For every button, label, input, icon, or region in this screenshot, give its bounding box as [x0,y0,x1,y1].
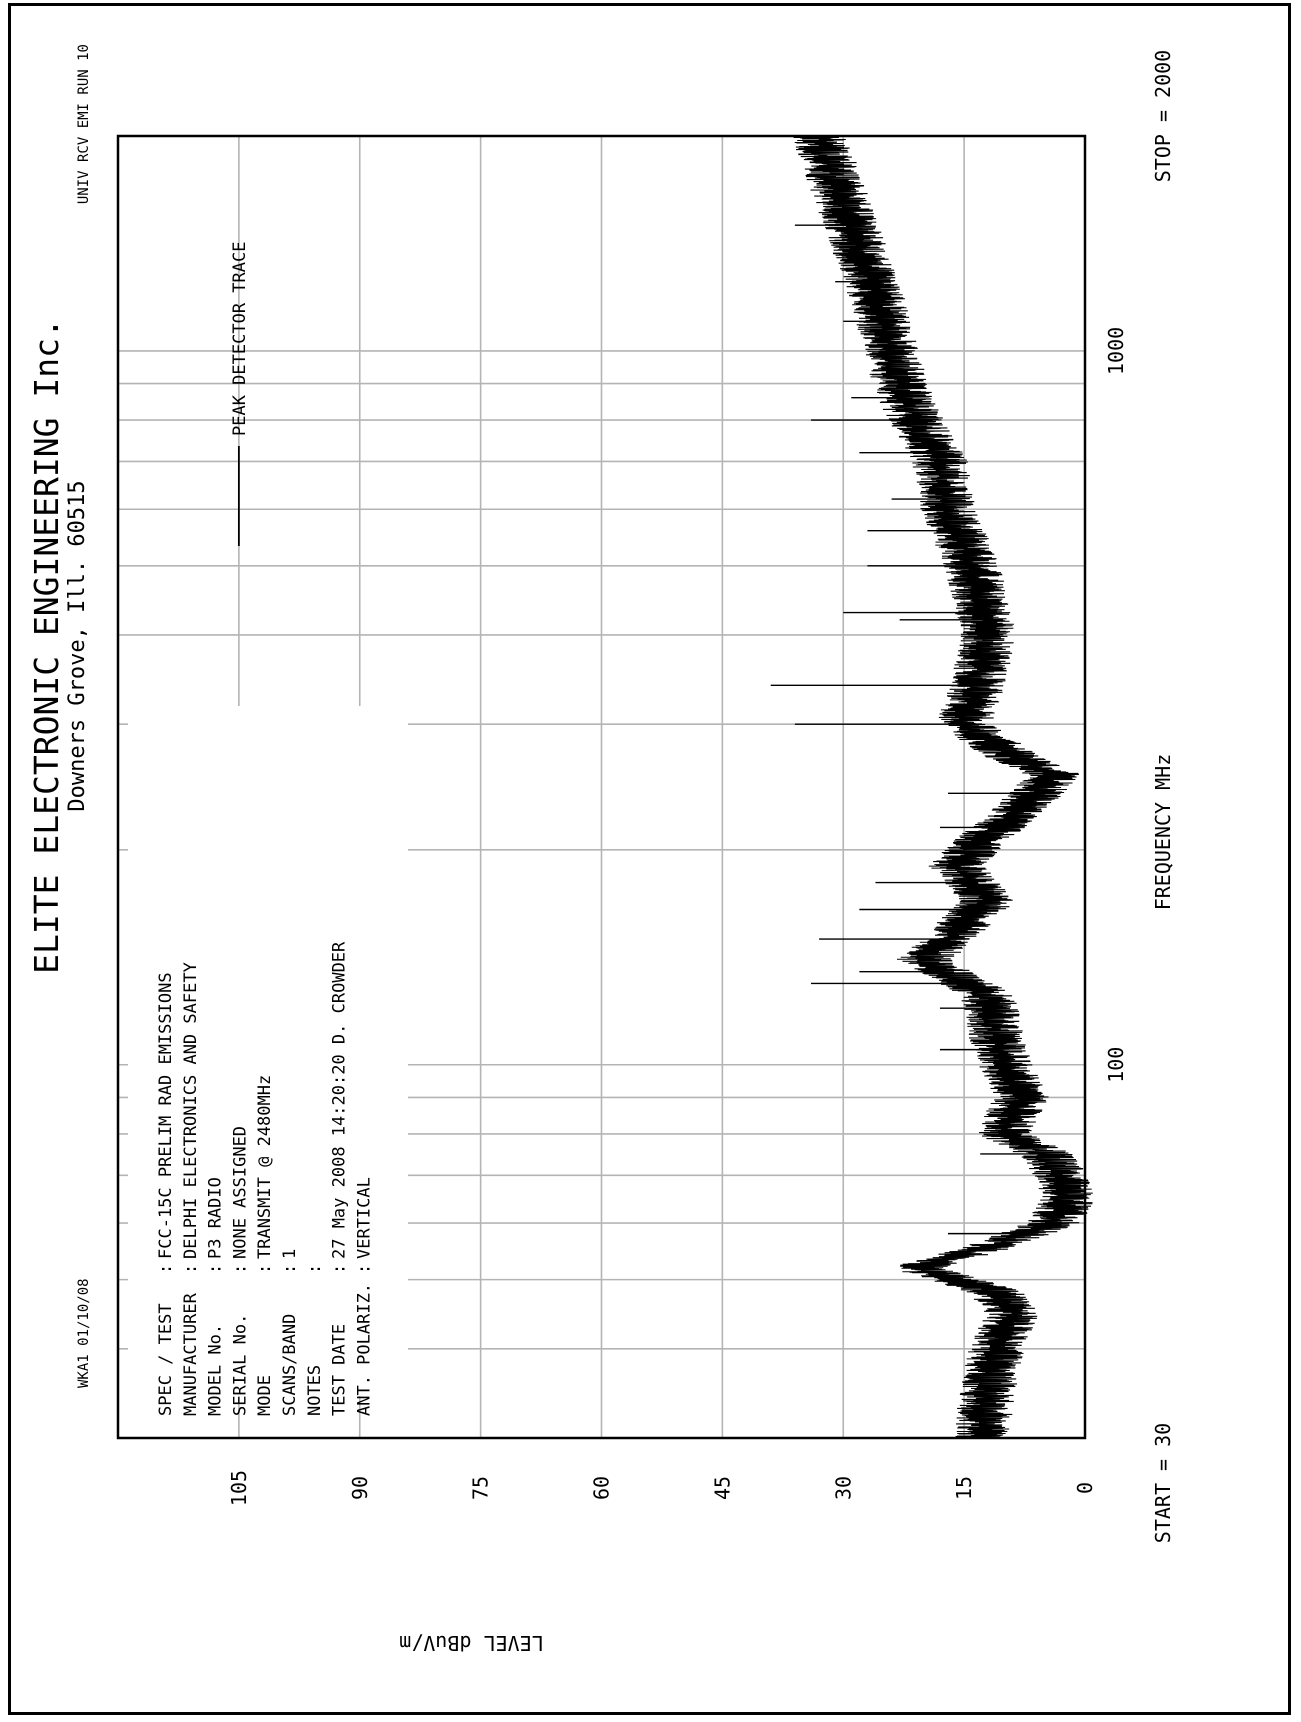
test-info-colon: : [206,1264,226,1274]
test-info-colon: : [354,1264,374,1274]
test-info-colon: : [305,1264,325,1274]
trace-spikes [770,224,1045,1235]
x-tick-labels: 100 1000 [1104,327,1128,1083]
run-id-date: WKA1 01/10/08 [76,1278,92,1388]
x-axis-label: FREQUENCY MHz [1151,754,1175,911]
page-subtitle: Downers Grove, Ill. 60515 [65,480,90,811]
grid [118,136,1085,1438]
page-title: ELITE ELECTRONIC ENGINEERING Inc. [27,318,66,974]
plot-frame [116,134,1087,1440]
peak-trace-path [793,135,1093,1439]
test-info-value: 1 [280,1249,300,1259]
test-info-key: SERIAL No. [230,1314,250,1416]
x-tick-label: 1000 [1104,327,1128,375]
test-info-value: 27 May 2008 14:20:20 D. CROWDER [330,941,350,1259]
test-info-key: MANUFACTURER [181,1292,201,1416]
test-info-colon: : [280,1264,300,1274]
test-info-colon: : [230,1264,250,1274]
test-info-block: SPEC / TEST: FCC-15C PRELIM RAD EMISSIONS… [156,941,374,1416]
test-info-value: FCC-15C PRELIM RAD EMISSIONS [156,972,176,1259]
y-tick-labels: 0 15 30 45 60 75 90 105 [227,1470,1097,1506]
test-info-value: VERTICAL [354,1177,374,1259]
test-info-colon: : [181,1264,201,1274]
test-info-value: P3 RADIO [206,1177,226,1259]
y-tick-label: 45 [710,1476,734,1500]
test-info-value: TRANSMIT @ 2480MHz [255,1075,275,1259]
peak-trace [793,135,1093,1439]
test-info-value: NONE ASSIGNED [230,1126,250,1259]
test-info-key: NOTES [305,1365,325,1416]
test-info-colon: : [255,1264,275,1274]
y-tick-label: 105 [227,1470,251,1506]
x-stop-label: STOP = 2000 [1151,50,1175,182]
y-tick-label: 75 [469,1476,493,1500]
test-info-key: SPEC / TEST [156,1303,176,1416]
legend-label: PEAK DETECTOR TRACE [230,242,250,436]
legend: PEAK DETECTOR TRACE [230,242,250,546]
y-tick-label: 0 [1073,1482,1097,1494]
test-info-colon: : [330,1264,350,1274]
test-info-key: ANT. POLARIZ. [354,1283,374,1416]
test-info-value: DELPHI ELECTRONICS AND SAFETY [181,962,201,1259]
y-tick-label: 60 [590,1476,614,1500]
y-tick-label: 30 [831,1476,855,1500]
test-info-key: SCANS/BAND [280,1314,300,1416]
page-frame: 0 15 30 45 60 75 90 105 100 1000 PEAK DETECTOR T… [8,3,1291,1715]
run-label: UNIV RCV EMI RUN 10 [76,44,92,204]
info-block-background [128,706,408,1396]
test-info-key: TEST DATE [330,1324,350,1416]
test-info-key: MODEL No. [206,1324,226,1416]
x-start-label: START = 30 [1151,1423,1175,1543]
y-tick-label: 90 [348,1476,372,1500]
y-tick-label: 15 [952,1476,976,1500]
test-info-colon: : [156,1264,176,1274]
test-info-key: MODE [255,1375,275,1416]
x-tick-label: 100 [1104,1047,1128,1083]
y-axis-label: LEVEL dBuV/m [399,1631,544,1655]
emissions-chart: 0 15 30 45 60 75 90 105 100 1000 PEAK DETECTOR T… [27,44,1175,1655]
